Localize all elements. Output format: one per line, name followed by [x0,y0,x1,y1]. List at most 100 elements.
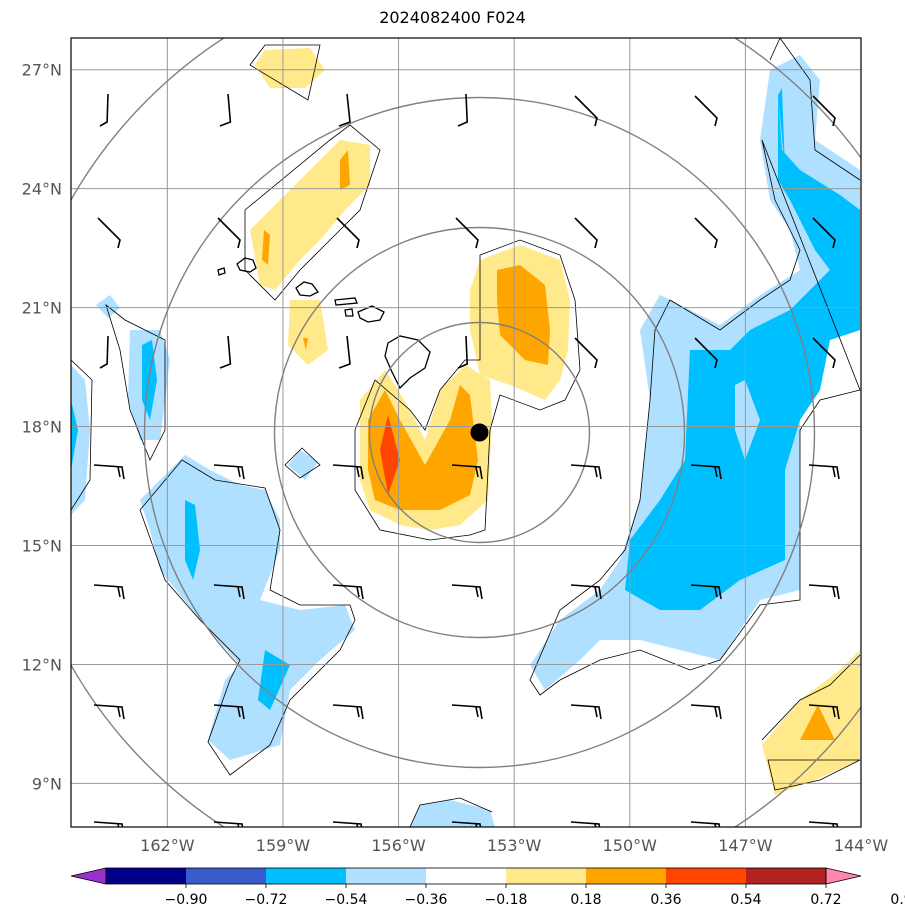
colorbar-segment [266,868,347,884]
colorbar-tick-label: 0.90 [890,892,905,908]
wind-barb [213,584,245,600]
colorbar-segment [186,868,267,884]
colorbar-tick-label: −0.18 [485,892,528,908]
longitude-labels: 162°W 159°W 156°W 153°W 150°W 147°W 144°W [140,836,888,855]
wind-barb [570,584,602,600]
wind-barb [451,584,483,600]
lat-tick-label: 9°N [32,774,62,793]
lat-tick-label: 12°N [22,655,62,674]
wind-barb [694,217,718,249]
colorbar-segment [506,868,587,884]
wind-barb [213,704,245,720]
wind-barb [213,464,245,480]
wind-barb [570,821,601,827]
wind-barb [808,464,840,480]
lon-tick-label: 144°W [834,836,889,855]
wind-barb [812,217,836,249]
filled-contours [71,38,861,827]
wind-barb [217,217,241,249]
map-frame [70,37,862,828]
lon-tick-label: 159°W [256,836,311,855]
range-ring [368,321,591,544]
wind-barb [93,584,125,600]
wind-barb [690,464,722,480]
wind-barb [455,217,479,249]
wind-barb [808,704,840,720]
lon-tick-label: 147°W [718,836,773,855]
range-ring [273,226,686,639]
wind-barb [93,821,124,827]
wind-barb [690,584,722,600]
lat-tick-label: 15°N [22,536,62,555]
lat-tick-label: 24°N [22,180,62,199]
wind-barb [574,217,598,249]
wind-barbs [93,93,840,827]
wind-barb [812,95,836,127]
wind-barb [570,464,602,480]
wind-barb [93,464,125,480]
colorbar-tick-label: 0.72 [810,892,841,908]
lon-tick-label: 153°W [487,836,542,855]
colorbar-tick-label: −0.36 [405,892,448,908]
wind-barb [690,704,722,720]
lat-tick-label: 18°N [22,418,62,437]
storm-center-marker [470,423,489,442]
wind-barb [213,821,244,827]
wind-barb [332,584,364,600]
colorbar: −0.90 −0.72 −0.54 −0.36 −0.18 0.18 0.36 0.54 0.7… [70,867,905,908]
wind-barb [457,335,469,369]
wind-barb [694,337,718,369]
colorbar-segment [586,868,667,884]
wind-barb [336,217,360,249]
red-orange-contours [380,415,400,495]
lon-tick-label: 162°W [140,836,195,855]
wind-barb [97,217,121,249]
wind-barb [93,704,125,720]
deep-blue-contours [71,88,860,710]
contour-outlines [71,38,861,827]
latitude-labels: 27°N 24°N 21°N 18°N 15°N 12°N 9°N [22,61,62,794]
colorbar-segment [666,868,747,884]
colorbar-tick-label: 0.36 [650,892,681,908]
wind-barb [451,704,483,720]
colorbar-tick-label: 0.54 [730,892,761,908]
wind-barb [451,821,482,827]
coastlines [217,257,431,390]
wind-barb [332,464,364,480]
wind-barb [808,584,840,600]
wind-barb [570,704,602,720]
wind-barb [338,335,351,369]
wind-barb [219,93,232,127]
colorbar-tick-label: −0.72 [245,892,288,908]
wind-barb [812,337,836,369]
colorbar-segment [746,868,827,884]
lon-tick-label: 150°W [603,836,658,855]
wind-barb [451,464,483,480]
wind-barb [332,704,364,720]
colorbar-segment [426,868,507,884]
wind-barb [219,335,232,369]
lon-tick-label: 156°W [371,836,426,855]
wind-barb [457,93,469,127]
lat-tick-label: 27°N [22,61,62,80]
wind-barb [99,335,109,369]
colorbar-tick-label: −0.54 [325,892,368,908]
wind-barb [574,337,598,369]
colorbar-tick-label: −0.90 [165,892,208,908]
range-rings [71,38,861,827]
colorbar-extend-low [70,867,107,885]
wind-barb [574,95,598,127]
wind-barb [338,93,351,127]
colorbar-segment [346,868,427,884]
wind-barb [690,821,721,827]
wind-barb [332,821,363,827]
graticule [71,38,862,827]
colorbar-segment [106,868,187,884]
colorbar-tick-label: 0.18 [570,892,601,908]
wind-barb [99,93,109,127]
wind-barb [694,95,718,127]
range-ring [143,96,816,769]
lat-tick-label: 21°N [22,299,62,318]
wind-barb [808,821,839,827]
